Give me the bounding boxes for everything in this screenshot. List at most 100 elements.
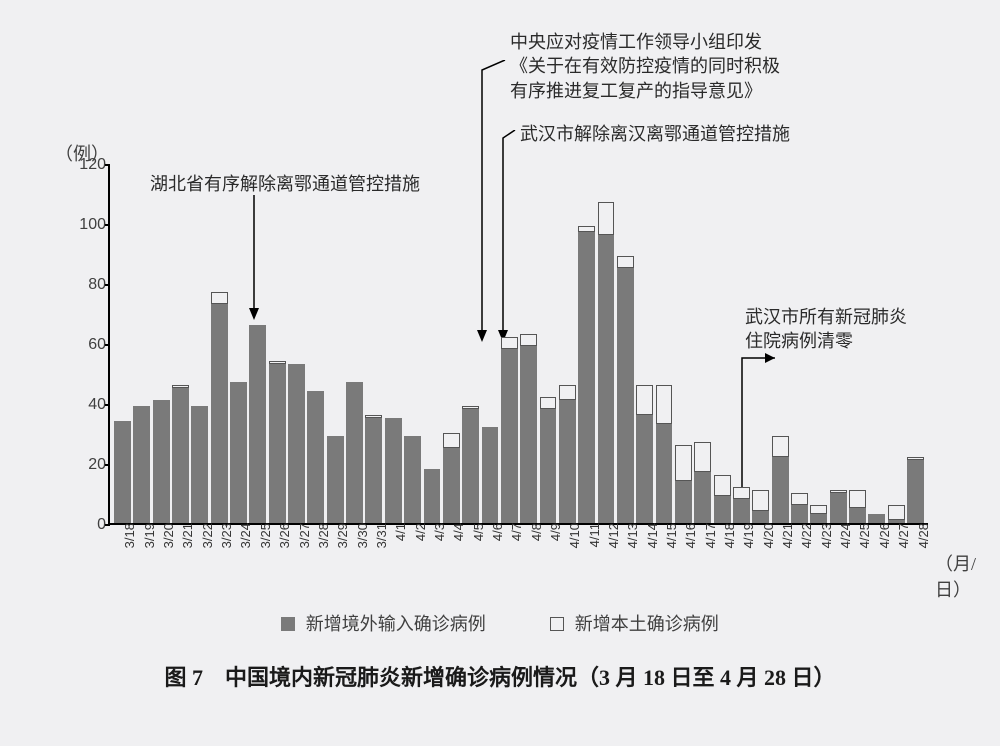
bar-imported [772, 457, 789, 523]
x-tick-label: 4/10 [561, 523, 582, 548]
bar-column: 4/12 [598, 165, 615, 523]
bar-column: 3/28 [307, 165, 324, 523]
annotation-guidance: 中央应对疫情工作领导小组印发 《关于在有效防控疫情的同时积极 有序推进复工复产的… [510, 30, 780, 103]
x-tick-label: 4/13 [619, 523, 640, 548]
bar-column: 4/1 [385, 165, 402, 523]
bar-imported [153, 400, 170, 523]
x-tick-label: 3/18 [116, 523, 137, 548]
x-tick-label: 4/21 [774, 523, 795, 548]
x-tick-label: 4/15 [658, 523, 679, 548]
bar-column: 4/23 [810, 165, 827, 523]
x-tick-label: 4/20 [755, 523, 776, 548]
legend-local: 新增本土确诊病例 [550, 610, 719, 636]
y-tick-label: 80 [68, 276, 106, 294]
x-tick-label: 4/6 [484, 523, 505, 541]
bar-imported [559, 400, 576, 523]
bar-imported [830, 493, 847, 523]
bar-column: 4/5 [462, 165, 479, 523]
x-tick-label: 4/27 [890, 523, 911, 548]
bar-column: 4/14 [636, 165, 653, 523]
x-tick-label: 3/28 [310, 523, 331, 548]
bar-local [578, 226, 595, 232]
bar-imported [694, 472, 711, 523]
bar-local [598, 202, 615, 235]
bar-column: 4/8 [520, 165, 537, 523]
bar-column: 4/15 [656, 165, 673, 523]
x-tick-label: 4/4 [445, 523, 466, 541]
x-tick-label: 4/24 [832, 523, 853, 548]
legend-label-imported: 新增境外输入确诊病例 [306, 614, 486, 634]
bar-column: 3/21 [172, 165, 189, 523]
bar-column: 4/27 [888, 165, 905, 523]
bar-column: 4/28 [907, 165, 924, 523]
legend-label-local: 新增本土确诊病例 [575, 614, 719, 634]
bar-column: 4/10 [559, 165, 576, 523]
bar-column: 3/31 [365, 165, 382, 523]
bar-column: 3/20 [153, 165, 170, 523]
bar-imported [482, 427, 499, 523]
bar-imported [907, 460, 924, 523]
bar-column: 4/21 [772, 165, 789, 523]
x-tick-label: 4/18 [716, 523, 737, 548]
bar-column: 3/23 [211, 165, 228, 523]
y-tick-label: 40 [68, 396, 106, 414]
x-tick-label: 4/17 [697, 523, 718, 548]
bar-local [888, 505, 905, 520]
bar-imported [249, 325, 266, 523]
bar-column: 4/17 [694, 165, 711, 523]
x-tick-label: 4/28 [910, 523, 931, 548]
legend-swatch-local [550, 617, 564, 631]
annotation-wuhan: 武汉市解除离汉离鄂通道管控措施 [520, 122, 790, 146]
bar-imported [868, 514, 885, 523]
x-tick-label: 4/1 [387, 523, 408, 541]
x-tick-label: 4/19 [735, 523, 756, 548]
bar-column: 4/6 [482, 165, 499, 523]
bar-imported [133, 406, 150, 523]
bar-column: 3/26 [269, 165, 286, 523]
bar-local [772, 436, 789, 457]
bar-column: 3/19 [133, 165, 150, 523]
bar-column: 4/7 [501, 165, 518, 523]
x-tick-label: 4/5 [465, 523, 486, 541]
bar-column: 4/20 [752, 165, 769, 523]
x-tick-label: 4/3 [426, 523, 447, 541]
bar-column: 4/4 [443, 165, 460, 523]
bar-column: 3/24 [230, 165, 247, 523]
bar-local [520, 334, 537, 346]
bar-local [810, 505, 827, 514]
bar-imported [578, 232, 595, 523]
x-tick-label: 3/30 [349, 523, 370, 548]
bar-imported [385, 418, 402, 523]
figure-caption: 图 7 中国境内新冠肺炎新增确诊病例情况（3 月 18 日至 4 月 28 日） [40, 660, 960, 692]
x-tick-label: 4/14 [639, 523, 660, 548]
bar-imported [636, 415, 653, 523]
bar-imported [443, 448, 460, 523]
bar-imported [501, 349, 518, 523]
bar-local [733, 487, 750, 499]
bar-column: 4/19 [733, 165, 750, 523]
x-tick-label: 3/21 [174, 523, 195, 548]
bar-imported [540, 409, 557, 523]
bar-local [656, 385, 673, 424]
legend-swatch-imported [281, 617, 295, 631]
bar-column: 4/11 [578, 165, 595, 523]
legend-imported: 新增境外输入确诊病例 [281, 610, 486, 636]
x-tick-label: 4/25 [851, 523, 872, 548]
bar-imported [791, 505, 808, 523]
bar-local [752, 490, 769, 511]
bar-column: 3/29 [327, 165, 344, 523]
y-tick-label: 60 [68, 336, 106, 354]
bar-local [269, 361, 286, 364]
bar-imported [810, 514, 827, 523]
x-tick-label: 3/23 [213, 523, 234, 548]
bar-local [443, 433, 460, 448]
x-tick-label: 4/22 [793, 523, 814, 548]
bar-imported [752, 511, 769, 523]
bar-local [907, 457, 924, 460]
x-tick-label: 4/16 [677, 523, 698, 548]
bar-column: 3/18 [114, 165, 131, 523]
y-tick-label: 100 [68, 216, 106, 234]
bar-imported [114, 421, 131, 523]
bar-local [540, 397, 557, 409]
bar-local [849, 490, 866, 508]
